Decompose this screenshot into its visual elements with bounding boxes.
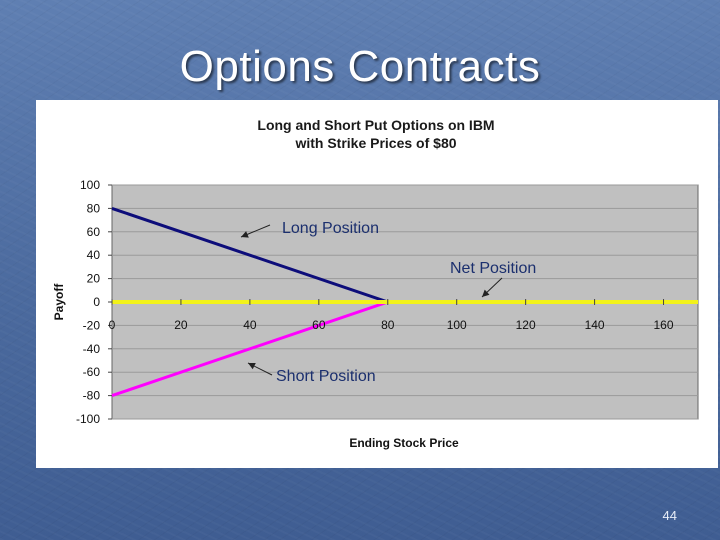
slide-title: Options Contracts xyxy=(179,42,541,91)
short-annotation-arrowhead xyxy=(248,363,256,370)
chart-panel: Long and Short Put Options on IBM with S… xyxy=(36,100,718,468)
y-axis-label: Payoff xyxy=(52,283,66,321)
y-tick-label: 100 xyxy=(80,178,100,192)
x-tick-label: 40 xyxy=(243,318,257,332)
net-annotation-arrowhead xyxy=(482,289,490,297)
y-tick-label: -20 xyxy=(83,318,101,332)
y-tick-label: 0 xyxy=(93,295,100,309)
x-tick-label: 140 xyxy=(585,318,605,332)
y-tick-label: -80 xyxy=(83,389,101,403)
x-tick-label: 120 xyxy=(516,318,536,332)
y-tick-label: 60 xyxy=(87,225,101,239)
long-position-annotation: Long Position xyxy=(282,220,379,237)
x-tick-label: 20 xyxy=(174,318,188,332)
y-tick-label: 80 xyxy=(87,201,101,215)
x-tick-label: 0 xyxy=(109,318,116,332)
y-tick-label: 40 xyxy=(87,248,101,262)
y-tick-label: -100 xyxy=(76,412,100,426)
short-position-annotation: Short Position xyxy=(276,368,376,385)
y-tick-label: -40 xyxy=(83,342,101,356)
net-position-annotation: Net Position xyxy=(450,260,536,277)
long-annotation-arrowhead xyxy=(241,231,249,238)
y-tick-label: -60 xyxy=(83,365,101,379)
x-axis-label: Ending Stock Price xyxy=(349,436,459,450)
x-tick-label: 60 xyxy=(312,318,326,332)
x-tick-label: 80 xyxy=(381,318,395,332)
y-tick-label: 20 xyxy=(87,272,101,286)
slide-number: 44 xyxy=(662,508,677,523)
chart-title-line-2: with Strike Prices of $80 xyxy=(294,135,456,151)
payoff-chart: Long and Short Put Options on IBM with S… xyxy=(52,117,699,450)
x-tick-label: 160 xyxy=(654,318,674,332)
x-tick-label: 100 xyxy=(447,318,467,332)
chart-title-line-1: Long and Short Put Options on IBM xyxy=(257,117,494,133)
